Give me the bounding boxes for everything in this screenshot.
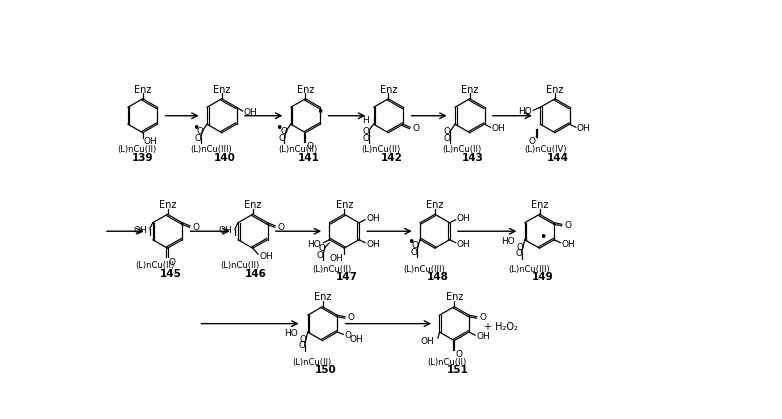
Text: OH: OH	[329, 253, 343, 263]
Text: •: •	[275, 122, 283, 135]
Text: 145: 145	[160, 269, 181, 279]
Text: O: O	[169, 258, 176, 266]
Text: OH: OH	[144, 137, 157, 146]
Text: OH: OH	[561, 240, 575, 249]
Text: 149: 149	[532, 272, 554, 282]
Text: + H₂O₂: + H₂O₂	[484, 323, 518, 333]
Text: Enz: Enz	[213, 85, 231, 95]
Text: OH: OH	[366, 240, 380, 249]
Text: O: O	[300, 335, 307, 344]
Text: O: O	[479, 313, 486, 322]
Text: O: O	[362, 134, 369, 142]
Text: OH: OH	[492, 124, 505, 133]
Text: HO: HO	[518, 107, 532, 116]
Text: O: O	[515, 249, 522, 258]
Text: (L)nCu(II): (L)nCu(II)	[117, 145, 156, 154]
Text: O: O	[443, 127, 450, 137]
Text: HO: HO	[307, 240, 321, 249]
Text: (L)nCu(II): (L)nCu(II)	[278, 145, 317, 154]
Text: OH: OH	[134, 226, 147, 235]
Text: O: O	[348, 313, 355, 322]
Text: O: O	[278, 134, 285, 143]
Text: O: O	[443, 134, 450, 143]
Text: O: O	[307, 142, 314, 151]
Text: OH: OH	[366, 214, 380, 222]
Text: 151: 151	[447, 365, 468, 375]
Text: O: O	[278, 223, 285, 232]
Text: 148: 148	[427, 272, 449, 282]
Text: Enz: Enz	[159, 200, 176, 210]
Text: (L)nCu(II): (L)nCu(II)	[221, 261, 260, 269]
Text: Enz: Enz	[244, 200, 261, 210]
Text: Enz: Enz	[380, 85, 397, 95]
Text: 141: 141	[298, 153, 320, 163]
Text: (L)nCu(II): (L)nCu(II)	[361, 145, 400, 154]
Text: HO: HO	[500, 237, 515, 246]
Text: 140: 140	[214, 153, 236, 163]
Text: O: O	[362, 127, 369, 136]
Text: O: O	[412, 124, 419, 133]
Text: HO: HO	[284, 329, 298, 338]
Text: O: O	[455, 350, 462, 359]
Text: OH: OH	[350, 334, 364, 344]
Text: 150: 150	[314, 365, 336, 375]
Text: (L)nCu(II): (L)nCu(II)	[292, 358, 332, 367]
Text: •: •	[316, 106, 323, 119]
Text: OH: OH	[457, 214, 471, 222]
Text: O: O	[411, 248, 418, 256]
Text: Enz: Enz	[547, 85, 564, 95]
Text: O: O	[345, 331, 352, 340]
Text: (L)nCu(III): (L)nCu(III)	[508, 265, 550, 274]
Text: O: O	[196, 127, 203, 137]
Text: OH: OH	[457, 240, 471, 249]
Text: Enz: Enz	[134, 85, 152, 95]
Text: O: O	[195, 134, 202, 143]
Text: O: O	[280, 127, 287, 137]
Text: Enz: Enz	[446, 292, 463, 303]
Text: OH: OH	[219, 226, 232, 235]
Text: Enz: Enz	[314, 292, 332, 303]
Text: 143: 143	[462, 153, 484, 163]
Text: H: H	[363, 116, 369, 125]
Text: 146: 146	[245, 269, 267, 279]
Text: Enz: Enz	[296, 85, 314, 95]
Text: (L)nCu(III): (L)nCu(III)	[190, 145, 231, 154]
Text: 144: 144	[547, 153, 569, 163]
Text: (L)nCu(II): (L)nCu(II)	[427, 358, 466, 367]
Text: Enz: Enz	[531, 200, 548, 210]
Text: 147: 147	[336, 272, 358, 282]
Text: O: O	[192, 223, 199, 232]
Text: O: O	[317, 251, 324, 260]
Text: •: •	[539, 231, 547, 244]
Text: (L)nCu(II): (L)nCu(II)	[312, 265, 351, 274]
Text: 139: 139	[132, 153, 153, 163]
Text: O: O	[412, 241, 419, 251]
Text: Enz: Enz	[426, 200, 443, 210]
Text: •: •	[407, 236, 414, 249]
Text: O: O	[298, 341, 305, 350]
Text: O: O	[529, 137, 536, 146]
Text: OH: OH	[243, 108, 257, 117]
Text: 142: 142	[381, 153, 403, 163]
Text: OH: OH	[476, 332, 490, 341]
Text: (L)nCu(II): (L)nCu(II)	[443, 145, 482, 154]
Text: (L)nCu(II): (L)nCu(II)	[135, 261, 174, 269]
Text: O: O	[318, 244, 325, 253]
Text: O: O	[565, 220, 572, 230]
Text: O: O	[517, 243, 524, 252]
Text: OH: OH	[420, 337, 434, 346]
Text: OH: OH	[577, 124, 590, 133]
Text: Enz: Enz	[461, 85, 479, 95]
Text: (L)nCu(III): (L)nCu(III)	[404, 265, 445, 274]
Text: (L)nCu(IV): (L)nCu(IV)	[525, 145, 567, 154]
Text: •: •	[192, 122, 199, 135]
Text: Enz: Enz	[335, 200, 353, 210]
Text: OH: OH	[259, 252, 273, 261]
